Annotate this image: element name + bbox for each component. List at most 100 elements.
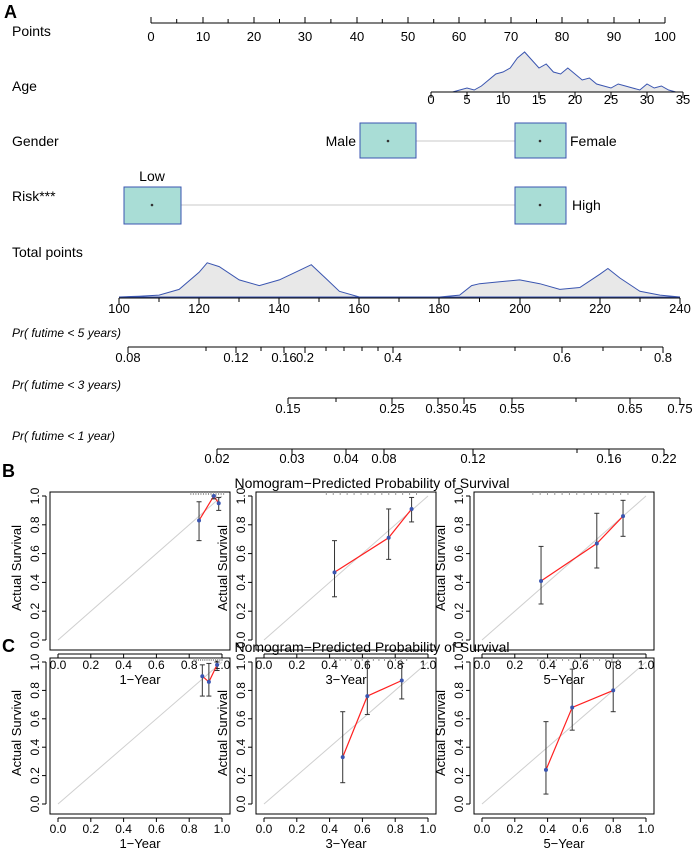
panel-b-plot-1-y-tick-label: 0.2 bbox=[28, 603, 42, 620]
panel-c-plot-1-y-tick-label: 0.6 bbox=[28, 710, 42, 727]
panel-c-plot-1-x-tick-label: 0.2 bbox=[82, 822, 99, 836]
points-axis-label: 30 bbox=[298, 29, 312, 44]
panel-c-plot-1-x-tick-label: 0.8 bbox=[181, 822, 198, 836]
pr1-axis-label: 0.02 bbox=[204, 451, 229, 466]
panel-b-plot-2-y-tick-label: 0.8 bbox=[234, 516, 248, 533]
panel-b-plot-3-y-tick-label: 0.2 bbox=[452, 603, 466, 620]
panel-b-plot-2-y-tick-label: 0.6 bbox=[234, 545, 248, 562]
panel-b-plot-2-x-tick-label: 0.0 bbox=[256, 658, 273, 672]
panel-c-plot-1-point bbox=[215, 662, 220, 667]
panel-b-plot-1-y-tick-label: 0.6 bbox=[28, 545, 42, 562]
pr1-axis-label: 0.22 bbox=[651, 451, 676, 466]
panel-c-plot-3-point bbox=[611, 688, 616, 693]
panel-b-plot-2-point bbox=[386, 535, 391, 540]
panel-b-plot-2-y-tick-label: 0.4 bbox=[234, 574, 248, 591]
panel-label-c: C bbox=[2, 636, 15, 656]
points-axis-label: 100 bbox=[654, 29, 676, 44]
total-points-axis-label: 240 bbox=[669, 301, 691, 316]
points-axis-label: 40 bbox=[350, 29, 364, 44]
panel-b-plot-1-y-tick-label: 0.4 bbox=[28, 574, 42, 591]
panel-c-plot-3-x-tick-label: 0.4 bbox=[539, 822, 556, 836]
panel-b-plot-1-x-label: 1−Year bbox=[119, 672, 161, 687]
points-axis-label: 70 bbox=[504, 29, 518, 44]
gender-male-label: Male bbox=[326, 133, 357, 149]
panel-b-plot-1-ideal-line bbox=[57, 495, 223, 641]
panel-c-plot-2-y-label: Actual Survival bbox=[215, 690, 230, 776]
total-points-axis-label: 200 bbox=[509, 301, 531, 316]
panel-b-plot-2-y-tick-label: 1.0 bbox=[234, 487, 248, 504]
panel-b-plot-1-y-tick-label: 0.8 bbox=[28, 516, 42, 533]
pr1-axis-label: 0.16 bbox=[596, 451, 621, 466]
panel-c-plot-1-y-tick-label: 0.2 bbox=[28, 767, 42, 784]
panel-b-plot-3-y-tick-label: 0.0 bbox=[452, 631, 466, 648]
panel-b-plot-2-frame bbox=[255, 491, 437, 651]
points-axis-label: 80 bbox=[555, 29, 569, 44]
panel-b-plot-1-x-tick-label: 0.4 bbox=[115, 658, 132, 672]
pr5-axis-label: 0.16 bbox=[271, 350, 296, 365]
panel-c-plot-3-y-tick-label: 0.2 bbox=[452, 767, 466, 784]
panel-b-plot-3-point bbox=[594, 541, 599, 546]
panel-c-plot-1-x-tick-label: 1.0 bbox=[214, 822, 231, 836]
panel-c-plot-2-x-tick-label: 0.4 bbox=[321, 822, 338, 836]
panel-c-plot-3-y-tick-label: 0.4 bbox=[452, 739, 466, 756]
row-label-points: Points bbox=[12, 23, 51, 39]
panel-b-plot-2-x-label: 3−Year bbox=[325, 672, 367, 687]
points-axis-label: 90 bbox=[607, 29, 621, 44]
panel-c-plot-1-frame bbox=[49, 657, 231, 815]
panel-b-plot-2-ideal-line bbox=[263, 495, 429, 641]
panel-b-plot-2-y-tick-label: 0.2 bbox=[234, 603, 248, 620]
panel-c-plot-3-y-tick-label: 0.8 bbox=[452, 682, 466, 699]
panel-c-plot-2-point bbox=[399, 678, 404, 683]
panel-b-plot-3-y-tick-label: 1.0 bbox=[452, 487, 466, 504]
panel-c-plot-2-x-tick-label: 0.8 bbox=[387, 822, 404, 836]
row-label-pr1: Pr( futime < 1 year) bbox=[12, 429, 115, 443]
panel-c-plot-1-x-label: 1−Year bbox=[119, 836, 161, 851]
points-axis-label: 20 bbox=[247, 29, 261, 44]
panel-b-plot-2-calibration-line bbox=[334, 508, 413, 573]
panel-b-plot-1-frame bbox=[49, 491, 231, 651]
panel-b-plot-1-x-tick-label: 0.2 bbox=[82, 658, 99, 672]
total-points-density-curve bbox=[118, 262, 681, 298]
panel-c-plot-3-point bbox=[570, 705, 575, 710]
pr1-axis-label: 0.12 bbox=[460, 451, 485, 466]
panel-c-plot-2-x-tick-label: 0.2 bbox=[288, 822, 305, 836]
pr3-axis-label: 0.65 bbox=[617, 401, 642, 416]
panel-b-plot-3-calibration-line bbox=[540, 515, 624, 582]
pr3-axis-label: 0.25 bbox=[379, 401, 404, 416]
age-axis-label: 35 bbox=[676, 92, 690, 107]
panel-c-plot-2-y-tick-label: 0.2 bbox=[234, 767, 248, 784]
points-axis-label: 0 bbox=[147, 29, 154, 44]
total-points-axis-label: 120 bbox=[188, 301, 210, 316]
panel-c-plot-2-y-tick-label: 0.8 bbox=[234, 682, 248, 699]
panel-c-plot-1-y-label: Actual Survival bbox=[9, 690, 24, 776]
row-label-pr5: Pr( futime < 5 years) bbox=[12, 326, 121, 340]
points-axis-label: 50 bbox=[401, 29, 415, 44]
pr5-axis-label: 0.12 bbox=[223, 350, 248, 365]
row-label-pr3: Pr( futime < 3 years) bbox=[12, 378, 121, 392]
panel-c-plot-3-x-tick-label: 1.0 bbox=[638, 822, 655, 836]
row-label-total-points: Total points bbox=[12, 244, 83, 260]
panel-c-plot-3-y-tick-label: 0.6 bbox=[452, 710, 466, 727]
panel-c-plot-3-x-tick-label: 0.0 bbox=[474, 822, 491, 836]
panel-b-plot-3-y-tick-label: 0.6 bbox=[452, 545, 466, 562]
panel-c-plot-3-x-tick-label: 0.8 bbox=[605, 822, 622, 836]
panel-c-plot-2-y-tick-label: 0.0 bbox=[234, 795, 248, 812]
panel-b-plot-2-x-tick-label: 0.4 bbox=[321, 658, 338, 672]
panel-c-plot-1-y-tick-label: 0.0 bbox=[28, 795, 42, 812]
panel-b-plot-3-x-tick-label: 0.4 bbox=[539, 658, 556, 672]
panel-c-plot-2-y-tick-label: 0.6 bbox=[234, 710, 248, 727]
panel-c-plot-1-ideal-line bbox=[57, 661, 223, 805]
panel-b-plot-2-y-label: Actual Survival bbox=[215, 525, 230, 611]
age-axis-label: 15 bbox=[532, 92, 546, 107]
pr5-axis-label: 0.8 bbox=[654, 350, 672, 365]
panel-c-plot-2-x-tick-label: 0.6 bbox=[354, 822, 371, 836]
panel-c-plot-3-ideal-line bbox=[481, 661, 647, 805]
panel-b-plot-3-y-tick-label: 0.4 bbox=[452, 574, 466, 591]
panel-b-plot-3-y-tick-label: 0.8 bbox=[452, 516, 466, 533]
pr5-axis-label: 0.2 bbox=[296, 350, 314, 365]
risk-low-label: Low bbox=[139, 168, 166, 184]
panel-b-plot-2-point bbox=[409, 506, 414, 511]
panel-c-plot-1-point bbox=[200, 674, 205, 679]
pr3-axis-label: 0.45 bbox=[451, 401, 476, 416]
